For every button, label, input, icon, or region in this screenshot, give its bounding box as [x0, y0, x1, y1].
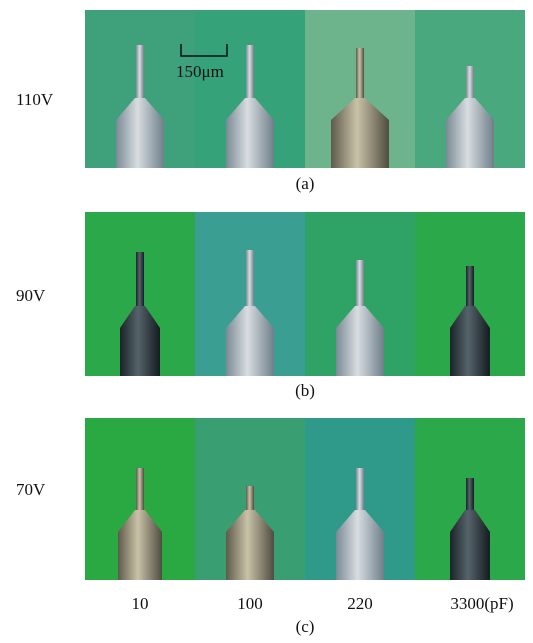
electrode-wire — [136, 252, 144, 328]
electrode-body — [446, 98, 494, 168]
electrode-wire — [246, 250, 254, 328]
electrode-body — [118, 510, 162, 580]
electrode-wire — [136, 45, 144, 120]
electrode-wire — [356, 468, 364, 532]
image-row — [85, 212, 525, 376]
voltage-label: 70V — [16, 480, 46, 499]
electrode-body — [450, 510, 490, 580]
electrode-body — [226, 306, 274, 376]
electrode-wire — [246, 486, 254, 532]
voltage-label: 110V — [16, 90, 54, 109]
scale-bar-label: 150μm — [176, 62, 224, 81]
electrode-wire — [246, 45, 254, 120]
electrode-wire — [466, 66, 474, 120]
voltage-label: 90V — [16, 286, 46, 305]
electrode-body — [450, 306, 490, 376]
electrode-wire — [136, 468, 144, 532]
panel-caption: (c) — [296, 617, 315, 636]
electrode-body — [226, 98, 274, 168]
panel-caption: (b) — [295, 381, 315, 400]
image-row — [85, 418, 525, 580]
electrode-wire — [356, 260, 364, 328]
electrode-body — [336, 510, 384, 580]
scale-bar — [180, 44, 228, 57]
capacitance-label: 3300(pF) — [450, 594, 513, 613]
image-row — [85, 10, 525, 168]
capacitance-label: 100 — [237, 594, 263, 613]
electrode-body — [336, 306, 384, 376]
electrode-body — [331, 98, 389, 168]
electrode-wire — [356, 48, 364, 120]
capacitance-label: 220 — [347, 594, 373, 613]
electrode-wire — [466, 266, 474, 328]
electrode-body — [226, 510, 274, 580]
electrode-wire — [466, 478, 474, 532]
electrode-body — [116, 98, 164, 168]
capacitance-label: 10 — [132, 594, 149, 613]
electrode-body — [120, 306, 160, 376]
panel-caption: (a) — [296, 174, 315, 193]
